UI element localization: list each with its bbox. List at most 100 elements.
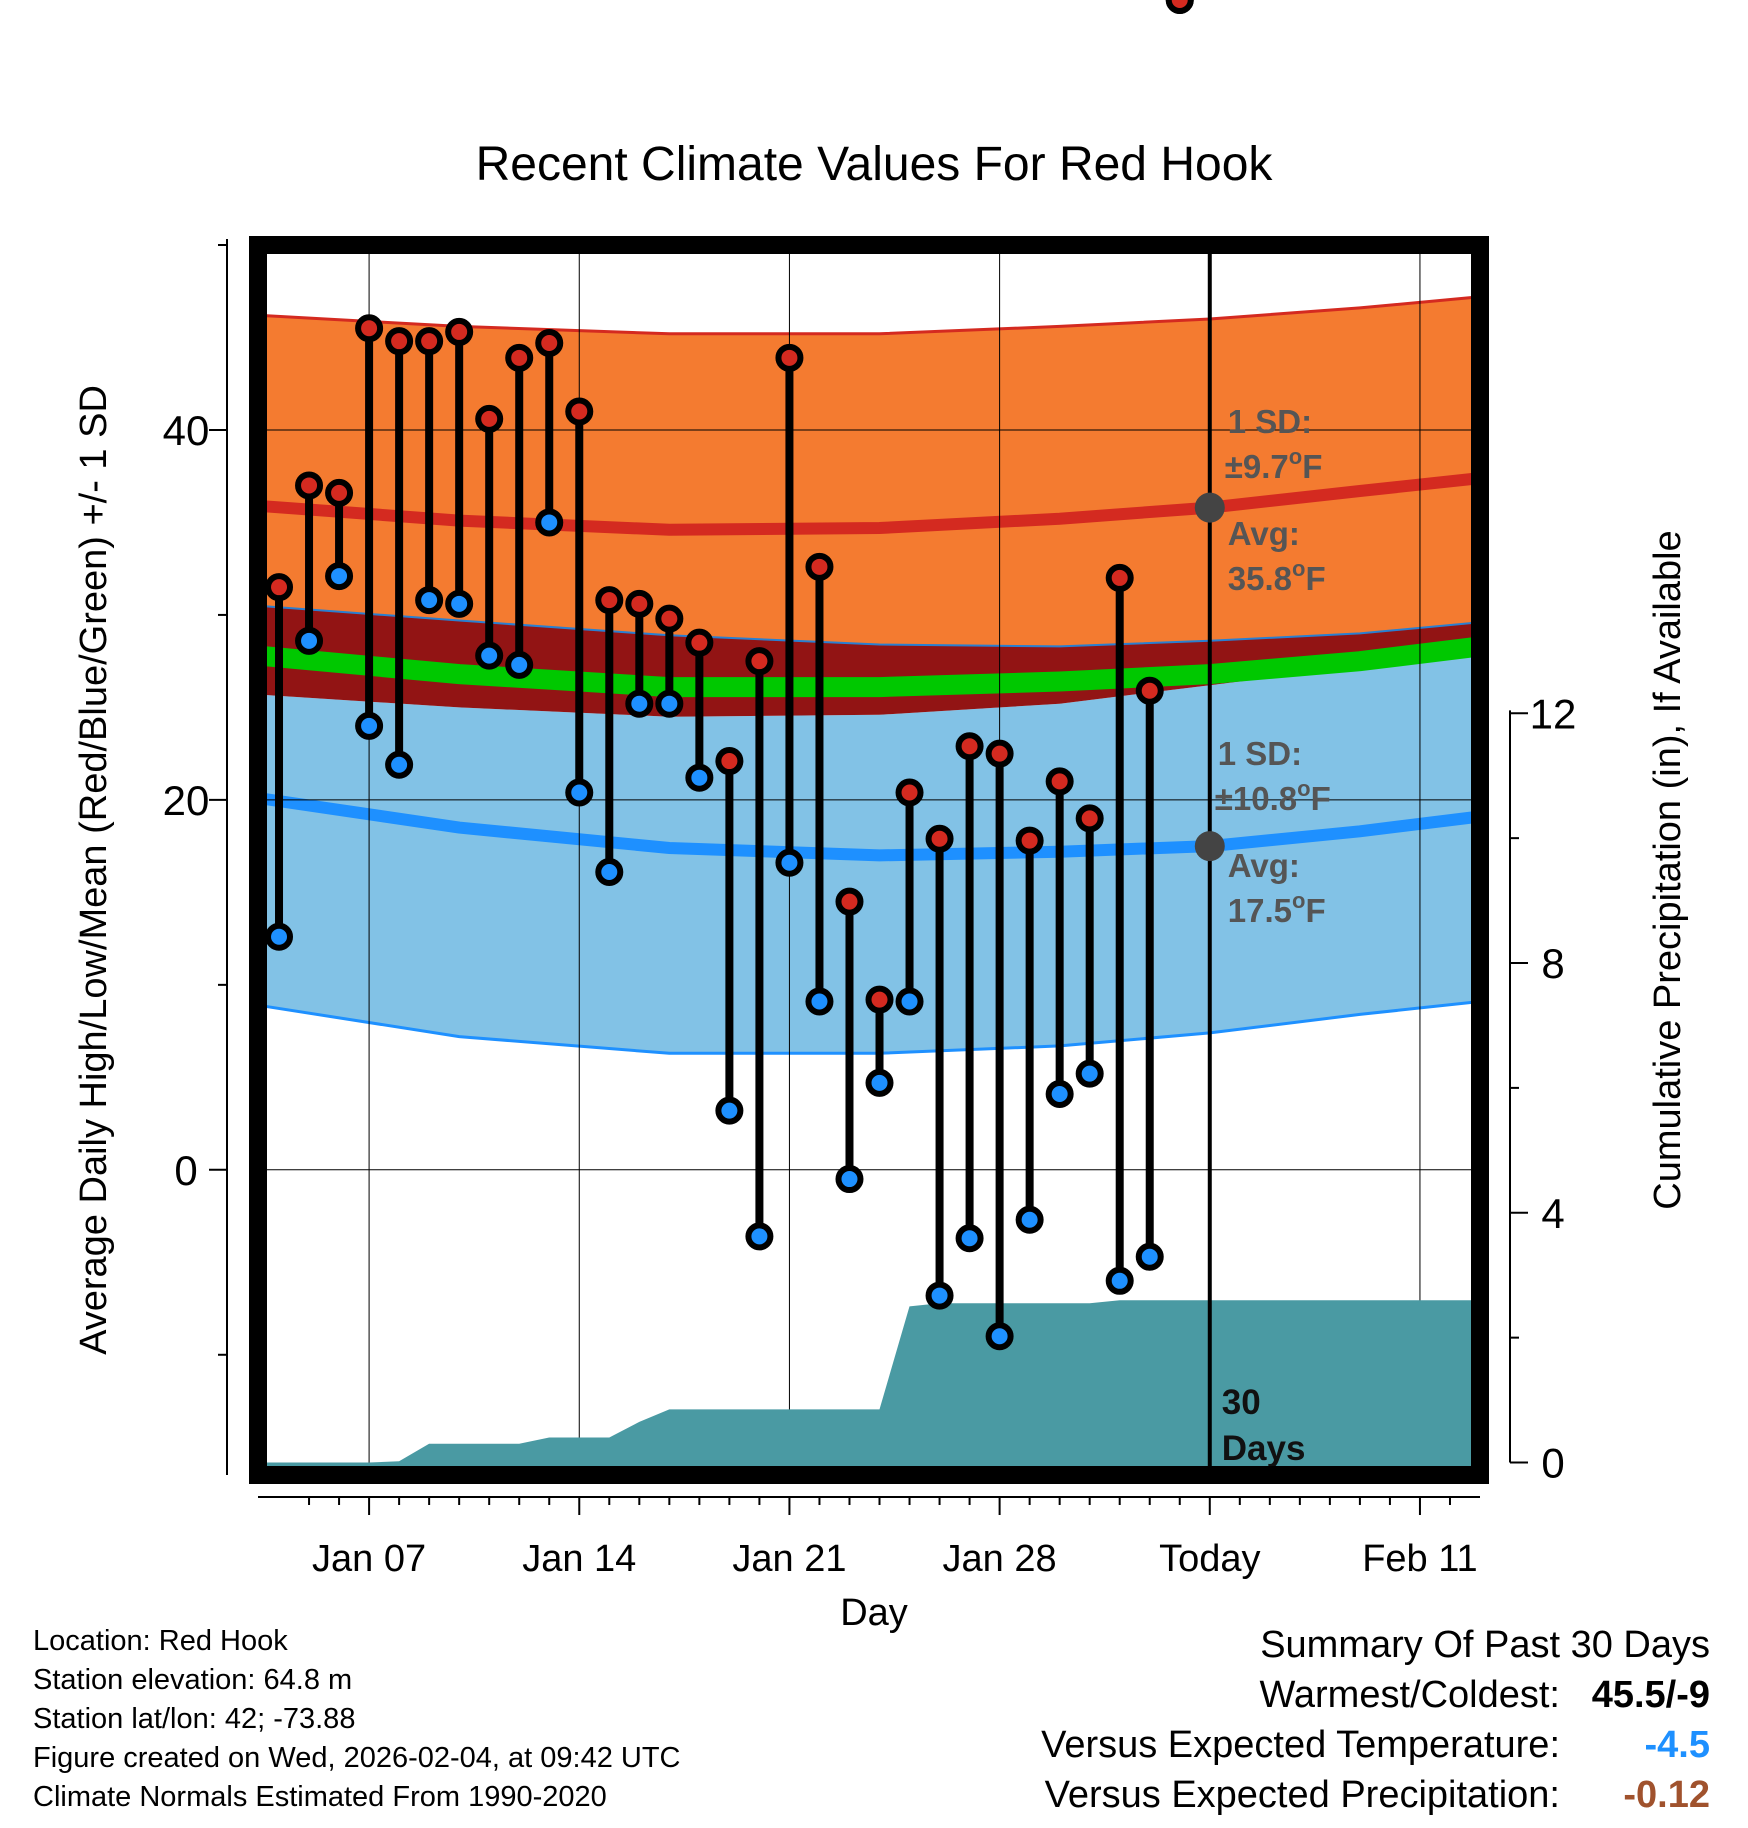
high-temp-point xyxy=(1105,563,1134,592)
normals-text: Climate Normals Estimated From 1990-2020 xyxy=(33,1781,607,1813)
low-avg-label: Avg: xyxy=(1228,847,1300,884)
high-avg-dot xyxy=(1194,492,1225,523)
chart-title: Recent Climate Values For Red Hook xyxy=(476,138,1274,191)
x-tick-label: Jan 28 xyxy=(943,1538,1057,1580)
daily-observations xyxy=(265,0,1194,1351)
high-temp-point xyxy=(595,586,624,615)
x-tick-label: Today xyxy=(1159,1538,1260,1580)
high-temp-point xyxy=(295,471,324,500)
x-tick-label: Jan 14 xyxy=(522,1538,636,1580)
y-tick-label: 0 xyxy=(174,1147,197,1194)
low-avg-dot xyxy=(1194,831,1225,862)
summary-row-precip: Versus Expected Precipitation: -0.12 xyxy=(1041,1770,1710,1820)
summary-panel: Summary Of Past 30 Days Warmest/Coldest:… xyxy=(1041,1620,1710,1820)
low-temp-point xyxy=(445,589,474,618)
high-temp-point xyxy=(835,887,864,916)
low-temp-point xyxy=(1015,1205,1044,1234)
high-temp-point xyxy=(445,317,474,346)
elevation-text: Station elevation: 64.8 m xyxy=(33,1664,353,1696)
y2-tick-label: 0 xyxy=(1541,1440,1564,1487)
high-temp-point xyxy=(985,739,1014,768)
low-temp-point xyxy=(355,711,384,740)
y2-tick-label: 4 xyxy=(1541,1190,1564,1237)
y2-tick-label: 8 xyxy=(1541,940,1564,987)
precip-label: Versus Expected Precipitation: xyxy=(1044,1774,1560,1816)
low-temp-point xyxy=(685,763,714,792)
temp-label: Versus Expected Temperature: xyxy=(1041,1724,1560,1766)
low-avg-value: 17.5oF xyxy=(1228,888,1326,929)
low-temp-point xyxy=(1045,1079,1074,1108)
low-temp-point xyxy=(745,1222,774,1251)
high-temp-point xyxy=(955,732,984,761)
precip-area xyxy=(258,1300,1480,1475)
high-temp-point xyxy=(565,397,594,426)
summary-title: Summary Of Past 30 Days xyxy=(1260,1624,1710,1666)
x-tick-label: Jan 21 xyxy=(732,1538,846,1580)
low-temp-point xyxy=(325,562,354,591)
low-sd-value: ±10.8oF xyxy=(1215,776,1331,817)
high-temp-point xyxy=(625,589,654,618)
low-temp-point xyxy=(775,848,804,877)
latlon-text: Station lat/lon: 42; -73.88 xyxy=(33,1703,356,1735)
high-avg-label: Avg: xyxy=(1228,515,1300,552)
station-info: Location: Red Hook Station elevation: 64… xyxy=(33,1622,681,1817)
normal-bands xyxy=(257,295,1482,1055)
high-upper-edge xyxy=(257,295,1481,336)
low-temp-point xyxy=(805,987,834,1016)
x-axis-label: Day xyxy=(840,1592,908,1634)
chart-annotations: 1 SD: ±9.7oF Avg: 35.8oF 1 SD: ±10.8oF Avg: 17.… xyxy=(1194,403,1331,1468)
high-temp-point xyxy=(655,604,684,633)
low-temp-point xyxy=(295,626,324,655)
mean-normal-line xyxy=(257,636,1482,698)
high-temp-point xyxy=(505,343,534,372)
high-temp-point xyxy=(865,985,894,1014)
low-temp-point xyxy=(865,1068,894,1097)
low-temp-point xyxy=(385,750,414,779)
summary-row-temp: Versus Expected Temperature: -4.5 xyxy=(1041,1720,1710,1770)
low-temp-point xyxy=(955,1224,984,1253)
high-temp-point xyxy=(1075,804,1104,833)
high-temp-point xyxy=(355,314,384,343)
high-temp-point xyxy=(775,343,804,372)
high-temp-point xyxy=(325,478,354,507)
low-temp-point xyxy=(895,987,924,1016)
high-temp-point xyxy=(1165,0,1194,14)
low-temp-point xyxy=(415,586,444,615)
high-temp-point xyxy=(805,552,834,581)
high-sd-label: 1 SD: xyxy=(1228,403,1312,440)
low-sd-label: 1 SD: xyxy=(1218,735,1302,772)
low-temp-point xyxy=(475,641,504,670)
location-text: Location: Red Hook xyxy=(33,1625,288,1657)
precip-value: -0.12 xyxy=(1623,1774,1710,1816)
high-normal-line xyxy=(257,472,1481,536)
high-temp-point xyxy=(895,778,924,807)
y-tick-label: 40 xyxy=(163,407,210,454)
low-temp-point xyxy=(1075,1059,1104,1088)
high-temp-point xyxy=(1135,676,1164,705)
high-temp-point xyxy=(685,628,714,657)
high-avg-value: 35.8oF xyxy=(1228,556,1326,597)
precip-total-unit: Days xyxy=(1222,1429,1306,1468)
low-temp-point xyxy=(835,1165,864,1194)
y2-axis-label: Cumulative Precipitation (in), If Availa… xyxy=(1647,530,1689,1209)
axes: 0 20 40 0 4 8 12 Jan 07 Jan 14 Jan 21 Jan 28 Today F… xyxy=(163,239,1577,1580)
low-temp-point xyxy=(535,508,564,537)
high-temp-point xyxy=(715,747,744,776)
plot-frame xyxy=(249,236,1489,1484)
high-sd-band xyxy=(258,296,1480,647)
high-temp-point xyxy=(925,824,954,853)
high-temp-point xyxy=(1045,767,1074,796)
low-temp-point xyxy=(505,650,534,679)
low-temp-point xyxy=(985,1322,1014,1351)
high-lower-edge xyxy=(257,604,1481,648)
y-axis-label: Average Daily High/Low/Mean (Red/Blue/Gr… xyxy=(73,385,115,1355)
y2-tick-label: 12 xyxy=(1530,690,1577,737)
frame-rect xyxy=(249,236,1489,1484)
low-temp-point xyxy=(565,778,594,807)
low-temp-point xyxy=(265,922,294,951)
summary-row-warm-cold: Warmest/Coldest: 45.5/-9 xyxy=(1041,1670,1710,1720)
high-sd-value: ±9.7oF xyxy=(1225,444,1323,485)
temp-value: -4.5 xyxy=(1644,1724,1710,1766)
low-temp-point xyxy=(925,1281,954,1310)
